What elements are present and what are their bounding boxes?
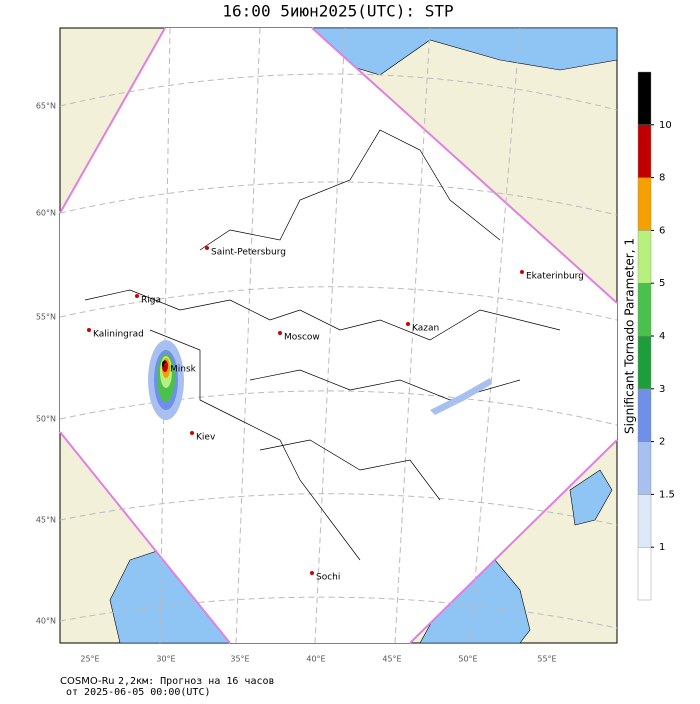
colorbar-segment xyxy=(637,71,652,125)
colorbar: Significant Tornado Parameter, 1 1 1.5 2 3 4… xyxy=(623,71,675,601)
city-label: Riga xyxy=(141,296,161,306)
stp-field xyxy=(148,340,492,420)
city-label: Moscow xyxy=(284,333,320,343)
lat-label: 50°N xyxy=(36,415,56,424)
lat-label: 55°N xyxy=(36,313,56,322)
colorbar-tick-label: 10 xyxy=(659,120,672,131)
lon-label: 50°E xyxy=(458,655,477,664)
city-dot xyxy=(310,571,314,575)
colorbar-tick-label: 1.5 xyxy=(659,489,675,500)
boundaries xyxy=(84,129,561,561)
graticule xyxy=(59,27,618,644)
lat-label: 60°N xyxy=(36,209,56,218)
city-label: Ekaterinburg xyxy=(526,272,584,282)
colorbar-segment xyxy=(637,547,652,601)
colorbar-segment xyxy=(637,283,652,337)
colorbar-tick-label: 8 xyxy=(659,173,665,184)
domain-edge xyxy=(311,27,618,304)
colorbar-tick-label: 4 xyxy=(659,331,665,342)
lon-label: 55°E xyxy=(537,655,556,664)
lon-label: 25°E xyxy=(80,655,99,664)
city-label: Kazan xyxy=(412,324,439,334)
colorbar-tick-label: 3 xyxy=(659,384,665,395)
domain-edge xyxy=(59,431,231,644)
domain-edge xyxy=(409,439,618,644)
colorbar-tick-label: 5 xyxy=(659,278,665,289)
lat-label: 45°N xyxy=(36,516,56,525)
domain-edge xyxy=(59,27,166,214)
city-label: Minsk xyxy=(170,365,197,375)
city-label: Saint-Petersburg xyxy=(211,248,286,258)
city-dot xyxy=(520,270,524,274)
city-label: Kaliningrad xyxy=(93,330,144,340)
footer-forecast: 2,2км: Прогноз на 16 часов xyxy=(118,676,275,687)
map-frame xyxy=(59,27,618,644)
city-dot xyxy=(135,294,139,298)
colorbar-segment xyxy=(637,230,652,284)
city-dot xyxy=(406,322,410,326)
colorbar-segment xyxy=(637,441,652,495)
lat-label: 40°N xyxy=(36,617,56,626)
colorbar-segment xyxy=(637,177,652,231)
city-label: Kiev xyxy=(196,433,216,443)
lat-label: 65°N xyxy=(36,102,56,111)
lon-label: 30°E xyxy=(156,655,175,664)
city-dot xyxy=(190,431,194,435)
colorbar-tick-label: 6 xyxy=(659,225,665,236)
colorbar-segment xyxy=(637,388,652,442)
footer-model: COSMO-Ru xyxy=(60,676,114,687)
city-dot xyxy=(205,246,209,250)
colorbar-segment xyxy=(637,494,652,548)
colorbar-segment xyxy=(637,335,652,389)
colorbar-tick-label: 2 xyxy=(659,437,665,448)
lon-label: 45°E xyxy=(382,655,401,664)
colorbar-tick-label: 1 xyxy=(659,542,665,553)
colorbar-label: Significant Tornado Parameter, 1 xyxy=(623,238,637,434)
colorbar-segment xyxy=(637,124,652,178)
footer-date: от 2025-06-05 00:00(UTC) xyxy=(66,687,211,698)
model-domain xyxy=(60,28,617,643)
lon-label: 35°E xyxy=(230,655,249,664)
aral-sea xyxy=(569,469,613,526)
lon-label: 40°E xyxy=(306,655,325,664)
city-dot xyxy=(164,363,168,367)
city-dot xyxy=(278,331,282,335)
city-dot xyxy=(87,328,91,332)
title: 16:00 5июн2025(UTC): STP xyxy=(222,2,453,21)
city-label: Sochi xyxy=(316,573,340,583)
